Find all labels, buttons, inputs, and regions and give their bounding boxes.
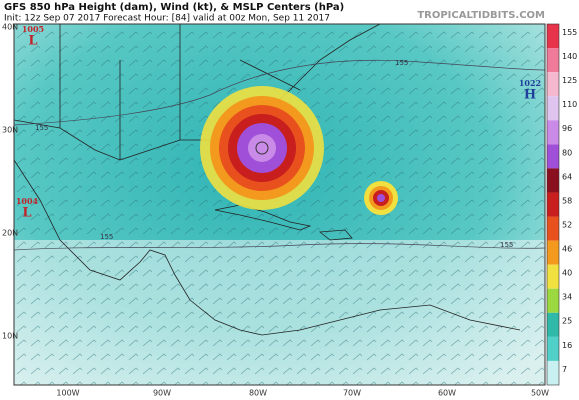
contour-label: 155 — [35, 124, 48, 132]
colorbar-label: 80 — [562, 148, 572, 157]
pressure-symbol: H — [524, 88, 536, 103]
lat-label: 20N — [2, 229, 18, 238]
contour-label: 155 — [395, 59, 408, 67]
site-name: TROPICALTIDBITS.COM — [417, 10, 545, 21]
colorbar-segment — [547, 120, 559, 145]
pressure-value: 1004 — [16, 196, 39, 206]
colorbar-label: 125 — [562, 76, 577, 85]
colorbar-label: 58 — [562, 196, 572, 205]
map-frame — [13, 23, 546, 386]
pressure-symbol: L — [22, 206, 31, 221]
colorbar-frame — [546, 23, 560, 386]
map-area — [13, 23, 546, 386]
colorbar-label: 34 — [562, 293, 572, 302]
colorbar-label: 96 — [562, 124, 572, 133]
hurricane-secondary — [364, 181, 398, 215]
colorbar-label: 140 — [562, 52, 577, 61]
colorbar-segment — [547, 336, 559, 361]
colorbar-segment — [547, 72, 559, 97]
pressure-value: 1005 — [22, 24, 44, 34]
pressure-symbol: L — [28, 34, 37, 49]
colorbar-label: 25 — [562, 317, 572, 326]
colorbar-segment — [547, 96, 559, 121]
colorbar-label: 16 — [562, 341, 572, 350]
colorbar-label: 46 — [562, 245, 572, 254]
lon-label: 70W — [343, 389, 361, 398]
lat-label: 30N — [2, 126, 18, 135]
lon-label: 80W — [249, 389, 267, 398]
lon-label: 60W — [438, 389, 456, 398]
colorbar-segment — [547, 144, 559, 169]
contour-label: 155 — [100, 233, 113, 241]
colorbar-segment — [547, 312, 559, 337]
colorbar-segment — [547, 264, 559, 289]
colorbar-segment — [547, 216, 559, 241]
colorbar-segment — [547, 360, 559, 385]
hurricane-main — [200, 86, 324, 210]
colorbar-segment — [547, 48, 559, 73]
colorbar-segment — [547, 288, 559, 313]
run-info: Init: 12z Sep 07 2017 Forecast Hour: [84… — [4, 14, 330, 24]
colorbar-label: 110 — [562, 100, 577, 109]
colorbar-label: 155 — [562, 28, 577, 37]
lon-label: 90W — [153, 389, 171, 398]
colorbar-label: 52 — [562, 220, 572, 229]
title: GFS 850 hPa Height (dam), Wind (kt), & M… — [4, 2, 344, 13]
colorbar-label: 7 — [562, 365, 567, 374]
colorbar-segment — [547, 240, 559, 265]
colorbar-segment — [547, 168, 559, 193]
colorbar-label: 40 — [562, 269, 572, 278]
contour-label: 155 — [500, 241, 513, 249]
lat-label: 40N — [2, 23, 18, 32]
height-contours — [13, 59, 546, 251]
lon-label: 100W — [56, 389, 79, 398]
pressure-value: 1022 — [519, 78, 541, 88]
lat-label: 10N — [2, 332, 18, 341]
lon-label: 50W — [531, 389, 549, 398]
colorbar-segment — [547, 192, 559, 217]
colorbar-label: 64 — [562, 172, 572, 181]
colorbar-segment — [547, 24, 559, 49]
